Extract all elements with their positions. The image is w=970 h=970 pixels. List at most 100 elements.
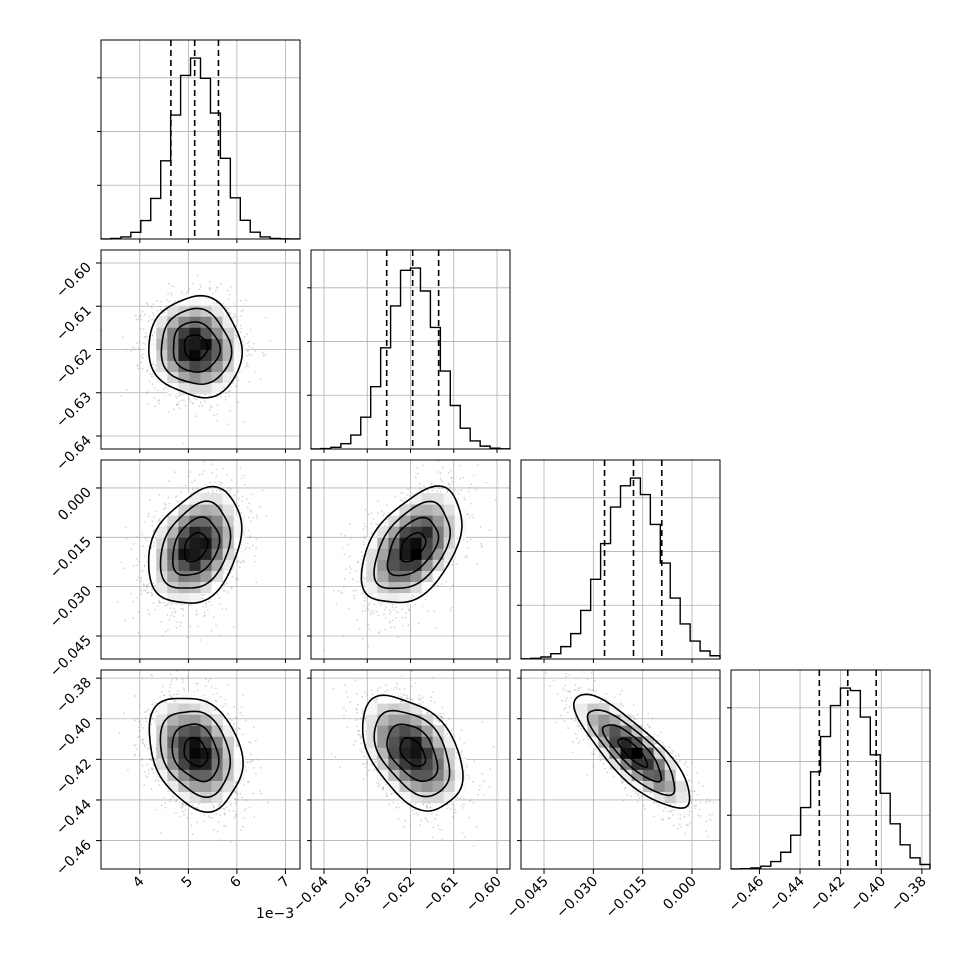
scatter-point	[439, 477, 442, 480]
scatter-point	[249, 509, 252, 512]
scatter-point	[240, 512, 243, 514]
scatter-point	[240, 327, 243, 330]
scatter-point	[132, 600, 135, 603]
density-cell	[145, 338, 157, 350]
contour-line	[147, 485, 243, 604]
scatter-point	[406, 494, 409, 496]
scatter-point	[220, 395, 222, 398]
scatter-point	[220, 283, 222, 285]
scatter-point	[142, 328, 145, 331]
scatter-point	[201, 594, 203, 596]
density-cell	[211, 349, 224, 361]
scatter-panel	[100, 249, 301, 450]
scatter-point	[253, 371, 256, 374]
scatter-point	[152, 602, 155, 605]
scatter-point	[238, 566, 241, 569]
scatter-point	[137, 347, 140, 350]
scatter-point	[250, 520, 252, 523]
panel-background	[731, 670, 930, 869]
scatter-point	[173, 285, 175, 288]
scatter-point	[141, 310, 144, 313]
scatter-point	[201, 597, 204, 600]
scatter-point	[142, 353, 144, 356]
scatter-point	[488, 529, 491, 531]
scatter-point	[148, 380, 151, 383]
scatter-point	[444, 561, 447, 563]
density-cell	[211, 548, 224, 560]
scatter-point	[368, 628, 371, 631]
scatter-point	[215, 287, 218, 289]
scatter-point	[157, 604, 160, 607]
scatter-point	[208, 280, 211, 283]
scatter-point	[259, 506, 262, 508]
scatter-panel	[310, 459, 511, 660]
scatter-point	[243, 421, 245, 423]
density-cell	[145, 349, 157, 361]
scatter-point	[240, 477, 243, 480]
scatter-point	[143, 584, 146, 587]
panel-frame	[520, 459, 721, 660]
scatter-point	[226, 289, 229, 292]
scatter-point	[254, 350, 257, 352]
scatter-point	[161, 514, 164, 517]
scatter-point	[209, 394, 212, 397]
scatter-point	[341, 547, 344, 550]
scatter-point	[421, 464, 424, 467]
scatter-point	[251, 545, 254, 547]
scatter-point	[146, 391, 149, 393]
density-cell	[178, 382, 190, 395]
density-cell	[222, 537, 235, 549]
scatter-point	[151, 375, 153, 378]
density-cell	[167, 515, 179, 527]
scatter-point	[246, 497, 248, 500]
scatter-point	[353, 594, 355, 597]
scatter-point	[222, 467, 225, 470]
scatter-point	[173, 607, 175, 610]
scatter-point	[133, 348, 136, 351]
scatter-point	[158, 599, 161, 602]
scatter-point	[136, 564, 139, 567]
scatter-point	[225, 582, 228, 585]
scatter-point	[395, 606, 397, 609]
scatter-point	[248, 340, 251, 343]
density-cell	[222, 360, 235, 373]
scatter-point	[182, 609, 185, 611]
scatter-point	[154, 584, 157, 587]
scatter-point	[150, 591, 152, 594]
scatter-point	[246, 355, 249, 357]
scatter-point	[240, 331, 242, 334]
scatter-point	[362, 592, 364, 595]
density-cell	[222, 504, 235, 516]
scatter-point	[409, 502, 411, 505]
scatter-point	[239, 300, 242, 302]
scatter-point	[122, 567, 125, 569]
scatter-point	[182, 614, 185, 617]
scatter-point	[423, 485, 426, 487]
scatter-point	[243, 335, 246, 338]
scatter-point	[341, 635, 344, 638]
scatter-point	[242, 559, 245, 562]
scatter-point	[410, 597, 413, 600]
scatter-point	[349, 572, 352, 574]
scatter-point	[250, 511, 253, 513]
scatter-point	[205, 483, 207, 486]
scatter-point	[237, 379, 240, 382]
panel-content	[323, 460, 497, 652]
density-cell	[189, 294, 201, 306]
scatter-panel	[100, 459, 301, 660]
scatter-point	[206, 609, 209, 612]
scatter-point	[121, 336, 124, 339]
scatter-point	[154, 405, 156, 408]
scatter-point	[480, 546, 483, 549]
scatter-point	[203, 615, 206, 618]
scatter-point	[247, 516, 250, 519]
scatter-point	[389, 626, 392, 629]
scatter-point	[208, 287, 211, 289]
scatter-point	[139, 635, 142, 637]
scatter-point	[168, 480, 171, 483]
scatter-point	[349, 565, 351, 568]
density-cell	[156, 327, 168, 339]
density-cell	[211, 338, 224, 350]
scatter-point	[178, 407, 181, 410]
scatter-point	[181, 393, 184, 396]
